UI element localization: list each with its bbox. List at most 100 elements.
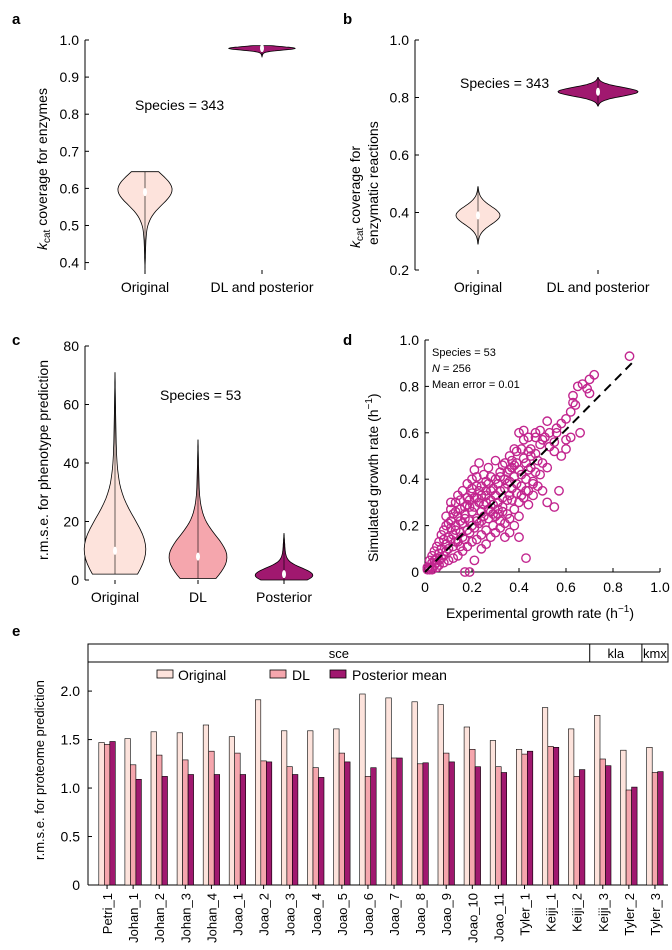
scatter-point xyxy=(476,516,487,526)
y-axis-label: kcat coverage for enzymes xyxy=(34,88,53,250)
scatter-point xyxy=(518,434,529,445)
x-tick-label: Joao_11 xyxy=(491,893,506,942)
scatter-point xyxy=(509,444,520,454)
bar-dl xyxy=(443,752,450,886)
bar-dl xyxy=(260,760,267,886)
scatter-point xyxy=(589,369,600,380)
y-tick-label: 0.6 xyxy=(60,180,80,196)
scatter-point xyxy=(549,502,560,512)
x-tick-label: Joao_3 xyxy=(283,893,298,936)
scatter-point xyxy=(516,490,527,501)
x-tick-label: Joao_4 xyxy=(309,893,324,936)
scatter-point xyxy=(469,492,480,503)
scatter-point xyxy=(565,406,576,417)
scatter-point xyxy=(469,464,480,475)
scatter-point xyxy=(530,427,541,438)
x-tick-label: 1.0 xyxy=(650,579,670,595)
x-tick-label: Petri_1 xyxy=(100,893,115,934)
scatter-point xyxy=(518,453,529,464)
y-tick-label: 0.9 xyxy=(60,69,80,85)
bar-posterior-mean xyxy=(239,774,246,886)
bar-dl xyxy=(521,753,528,886)
y-axis-label: kcat coverage for xyxy=(347,146,366,248)
panel-letter-a: a xyxy=(12,11,21,28)
scatter-point xyxy=(452,511,463,522)
bar-original xyxy=(385,697,392,886)
scatter-point xyxy=(476,481,487,492)
scatter-point xyxy=(436,543,447,554)
scatter-point xyxy=(506,495,517,505)
scatter-point xyxy=(504,490,515,501)
y-tick-label: 20 xyxy=(63,514,79,530)
y-tick-label: 1.0 xyxy=(390,32,410,48)
scatter-point xyxy=(459,513,470,524)
scatter-point xyxy=(506,455,517,466)
scatter-point xyxy=(455,541,466,552)
violin-median-marker xyxy=(143,188,147,197)
bar-dl xyxy=(469,748,476,886)
scatter-point xyxy=(495,467,506,478)
x-tick-label: Joao_10 xyxy=(465,893,480,943)
x-tick-label: Tyler_1 xyxy=(518,893,533,936)
x-tick-label: Keiji_2 xyxy=(570,893,585,932)
scatter-point xyxy=(511,488,522,498)
scatter-point xyxy=(490,455,501,466)
x-tick-label: Tyler_3 xyxy=(648,893,663,936)
scatter-point xyxy=(575,427,585,438)
bar-posterior-mean xyxy=(135,778,142,886)
scatter-point xyxy=(450,506,461,517)
bar-dl xyxy=(547,746,554,886)
scatter-point xyxy=(518,492,529,503)
x-tick-label: 0.8 xyxy=(603,579,623,595)
scatter-point xyxy=(511,446,522,457)
scatter-point xyxy=(516,481,527,492)
x-tick-label: Joao_8 xyxy=(413,893,428,936)
bar-posterior-mean xyxy=(579,769,586,886)
bar-posterior-mean xyxy=(526,750,534,886)
legend-label: Original xyxy=(178,667,226,683)
scatter-point xyxy=(481,539,491,550)
y-tick-label: 0.8 xyxy=(60,106,80,122)
scatter-point xyxy=(514,427,524,438)
y-tick-label: 80 xyxy=(63,338,79,354)
scatter-point xyxy=(476,530,487,540)
bar-dl xyxy=(625,789,632,886)
scatter-point xyxy=(532,455,543,466)
bar-original xyxy=(307,730,314,886)
panel-e-bar-chart: 0 0.5 1.0 1.5 2.0 Petri_1 Johan_1 Johan_2 Johan_… xyxy=(32,643,669,943)
y-tick-label: 1.0 xyxy=(61,780,81,796)
scatter-point xyxy=(459,534,470,545)
y-tick-label: 0.6 xyxy=(400,425,420,441)
x-tick-label: DL xyxy=(189,589,207,605)
scatter-point xyxy=(469,555,480,566)
bar-posterior-mean xyxy=(396,757,403,886)
bar-original xyxy=(411,701,418,886)
scatter-point xyxy=(443,518,454,529)
bar-dl xyxy=(286,766,293,886)
bar-original xyxy=(333,728,340,886)
bar-original xyxy=(515,748,523,886)
scatter-point xyxy=(427,550,437,561)
scatter-point xyxy=(455,504,466,515)
scatter-point xyxy=(624,351,635,362)
bar-dl xyxy=(182,759,189,886)
scatter-point xyxy=(523,446,534,457)
legend-swatch-3 xyxy=(329,669,347,679)
bar-posterior-mean xyxy=(161,776,168,886)
bar-posterior-mean xyxy=(422,762,429,886)
violin-median-marker xyxy=(476,211,480,220)
bar-dl xyxy=(156,754,163,886)
scatter-point xyxy=(422,562,433,573)
scatter-point xyxy=(438,534,449,545)
y-tick-label: 1.0 xyxy=(400,332,420,348)
scatter-point xyxy=(530,432,541,443)
legend-label: Posterior mean xyxy=(352,667,447,683)
panel-b-violin-chart: 0.2 0.4 0.6 0.8 1.0 Original DL and posterior S… xyxy=(347,32,650,295)
scatter-point xyxy=(523,432,534,443)
y-tick-label: 0 xyxy=(72,877,80,893)
scatter-point xyxy=(528,478,538,489)
scatter-point xyxy=(483,462,494,473)
x-tick-label: 0 xyxy=(421,579,429,595)
y-tick-label: 0.2 xyxy=(400,518,420,534)
